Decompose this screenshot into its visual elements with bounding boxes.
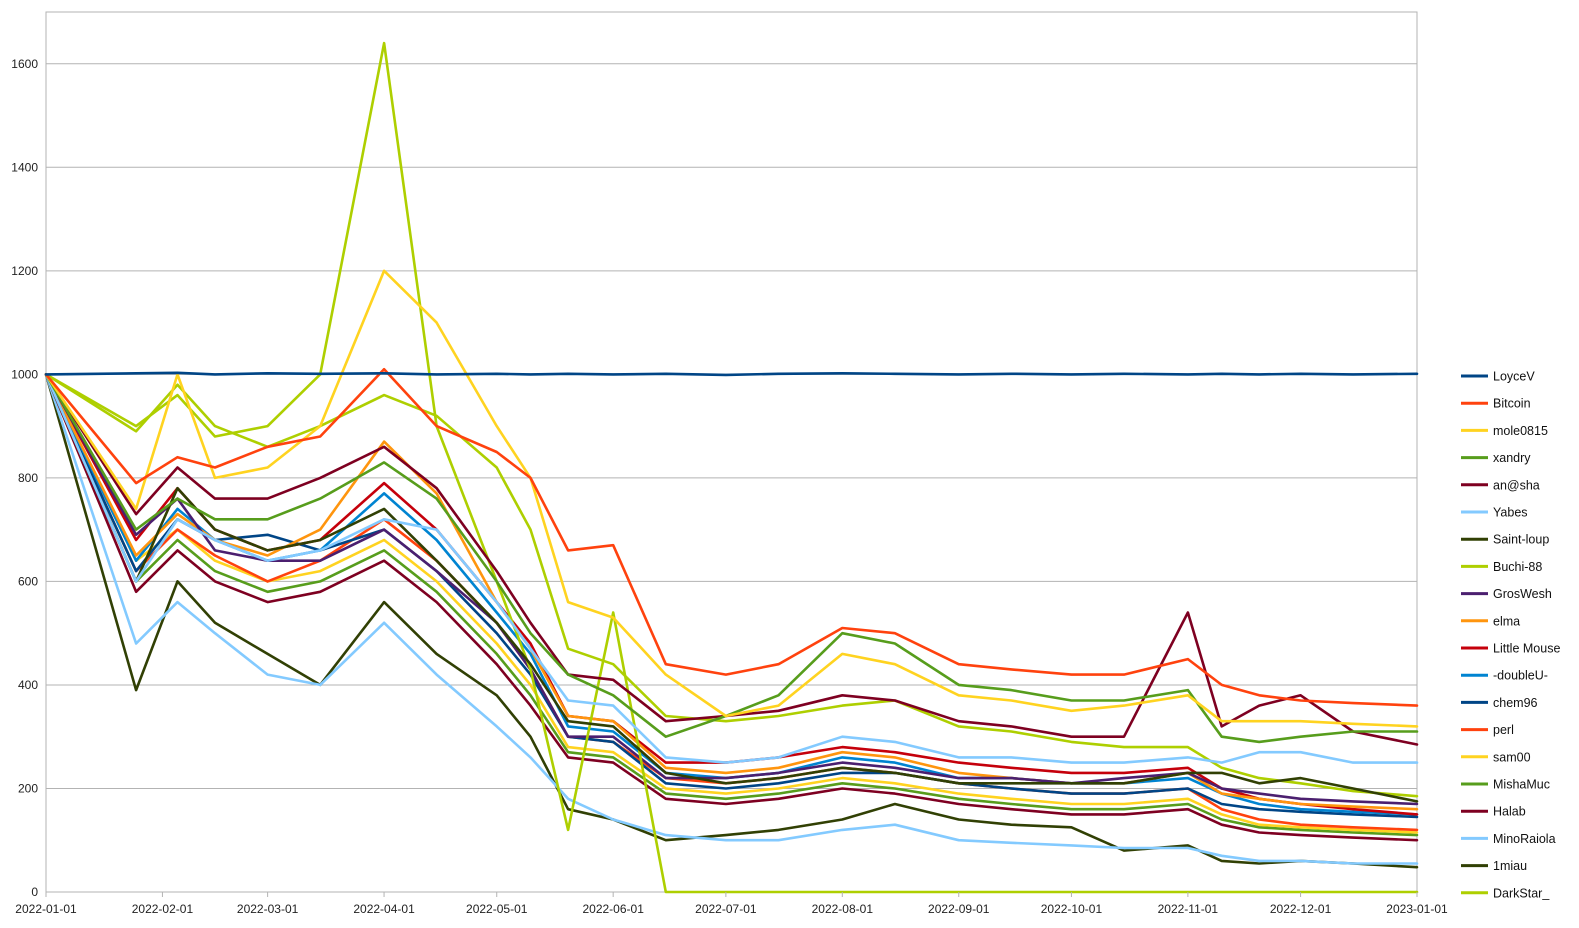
y-tick-label: 600 (18, 574, 38, 588)
legend-label-mole0815: mole0815 (1493, 424, 1548, 438)
series-line-groswesh (44, 373, 1419, 806)
x-tick-label: 2022-08-01 (812, 902, 874, 916)
x-tick-label: 2022-03-01 (237, 902, 299, 916)
x-tick-label: 2022-01-01 (15, 902, 77, 916)
legend-label-chem96: chem96 (1493, 696, 1538, 710)
y-tick-label: 1000 (11, 367, 38, 381)
legend-label-minoraiola: MinoRaiola (1493, 832, 1556, 846)
x-tick-label: 2022-04-01 (353, 902, 415, 916)
x-tick-label: 2022-11-01 (1158, 902, 1219, 916)
x-tick-label: 2022-06-01 (582, 902, 644, 916)
y-tick-label: 400 (18, 678, 38, 692)
y-tick-label: 0 (31, 885, 38, 899)
legend-label-xandry: xandry (1493, 451, 1531, 465)
y-tick-label: 800 (18, 471, 38, 485)
legend-label-mishamuc: MishaMuc (1493, 778, 1550, 792)
y-axis: 0 200 400 600 800 1000 1200 1400 1600 (11, 57, 38, 899)
legend-label-little-mouse: Little Mouse (1493, 642, 1560, 656)
legend-label-an-sha: an@sha (1493, 478, 1540, 492)
legend-label-loycev: LoyceV (1493, 370, 1535, 384)
y-tick-label: 1400 (11, 160, 38, 174)
legend-label-1miau: 1miau (1493, 859, 1527, 873)
x-tick-label: 2022-09-01 (928, 902, 990, 916)
y-tick-label: 1600 (11, 57, 38, 71)
legend-label-elma: elma (1493, 614, 1520, 628)
legend-label-sam00: sam00 (1493, 750, 1531, 764)
series-line-minoraiola (44, 373, 1419, 865)
legend-label-doubleu: -doubleU- (1493, 669, 1548, 683)
series-line-saint-loup (44, 373, 1419, 803)
series-line-yabes (44, 373, 1419, 764)
series-line-mole0815 (44, 269, 1419, 728)
legend-label-darkstar: DarkStar_ (1493, 886, 1550, 900)
series-line-halab (44, 373, 1419, 842)
series-line-chem96 (44, 373, 1419, 819)
legend-label-yabes: Yabes (1493, 506, 1528, 520)
x-axis: 2022-01-01 2022-02-01 2022-03-01 2022-04-01… (15, 892, 1448, 916)
y-tick-label: 1200 (11, 264, 38, 278)
legend-label-halab: Halab (1493, 805, 1526, 819)
series-line-mishamuc (44, 373, 1419, 837)
legend-label-bitcoin: Bitcoin (1493, 397, 1531, 411)
legend-label-groswesh: GrosWesh (1493, 587, 1552, 601)
legend-label-perl: perl (1493, 723, 1514, 737)
series-line-sam00 (44, 373, 1419, 834)
x-tick-label: 2022-05-01 (466, 902, 528, 916)
legend-label-saint-loup: Saint-loup (1493, 533, 1549, 547)
legend-label-buchi-88: Buchi-88 (1493, 560, 1542, 574)
x-tick-label: 2023-01-01 (1386, 902, 1448, 916)
x-tick-label: 2022-02-01 (132, 902, 194, 916)
series-line-1miau (44, 373, 1419, 869)
x-tick-label: 2022-12-01 (1270, 902, 1332, 916)
x-tick-label: 2022-10-01 (1041, 902, 1103, 916)
series-line-loycev (44, 371, 1419, 377)
series-layer (44, 41, 1419, 894)
y-tick-label: 200 (18, 781, 38, 795)
series-line-bitcoin (44, 367, 1419, 707)
legend: LoyceV Bitcoin mole0815 xandry an@sha Yabes Sa… (1461, 370, 1560, 900)
x-tick-label: 2022-07-01 (695, 902, 757, 916)
